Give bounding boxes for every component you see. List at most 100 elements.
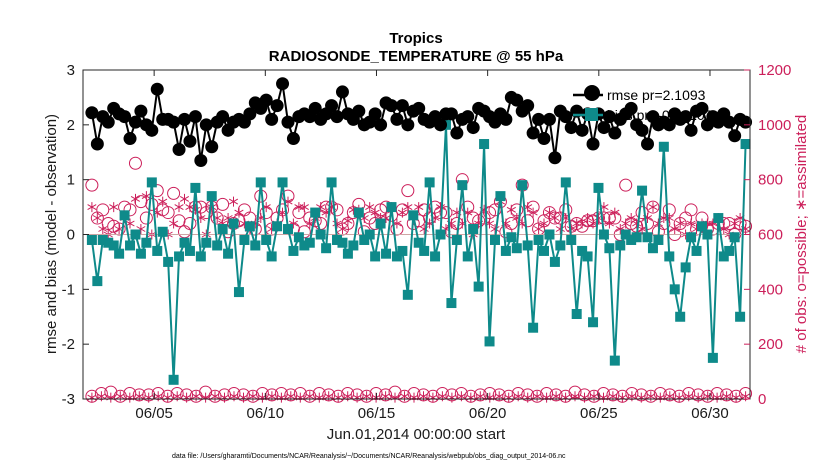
bias-marker xyxy=(468,224,479,235)
y-axis-left: -3 -2 -1 0 1 2 3 xyxy=(62,62,89,408)
bias-marker xyxy=(174,251,185,262)
bias-marker xyxy=(299,240,310,251)
bias-marker xyxy=(696,221,707,232)
obs-assimilated-marker xyxy=(533,224,544,234)
obs-baseline-assimilated-marker xyxy=(513,391,523,402)
y-tick-label: 1 xyxy=(67,172,75,189)
bias-marker xyxy=(713,213,724,224)
obs-assimilated-marker xyxy=(397,207,407,218)
obs-assimilated-marker xyxy=(332,218,342,229)
bias-marker xyxy=(386,202,397,213)
x-tick-label: 06/30 xyxy=(691,405,729,422)
obs-baseline-assimilated-marker xyxy=(456,391,466,402)
bias-marker xyxy=(195,251,206,262)
rmse-marker xyxy=(194,153,208,167)
bias-marker xyxy=(184,245,195,256)
rmse-marker xyxy=(177,112,191,126)
obs-baseline-assimilated-marker xyxy=(380,391,391,402)
obs-baseline-assimilated-marker xyxy=(608,391,618,402)
bias-marker xyxy=(342,248,353,259)
y-right-tick-label: 1200 xyxy=(758,62,791,79)
obs-baseline-possible-marker xyxy=(701,389,715,403)
bias-marker xyxy=(675,311,686,322)
rmse-marker xyxy=(286,132,300,146)
rmse-marker xyxy=(259,93,273,107)
rmse-marker xyxy=(641,137,655,151)
bias-marker xyxy=(114,248,125,259)
obs-possible-marker xyxy=(635,206,649,220)
rmse-marker xyxy=(123,132,137,146)
rmse-marker xyxy=(265,112,279,126)
obs-assimilated-marker xyxy=(621,218,631,229)
bias-marker xyxy=(86,234,97,245)
rmse-marker xyxy=(205,140,219,154)
obs-assimilated-marker xyxy=(670,224,680,234)
bias-marker xyxy=(691,245,702,256)
bias-marker xyxy=(609,355,620,366)
obs-baseline-possible-marker xyxy=(208,389,222,403)
rmse-marker xyxy=(150,82,164,96)
rmse-marker xyxy=(118,110,132,124)
bias-marker xyxy=(168,374,179,385)
bias-marker xyxy=(157,226,168,237)
bias-marker xyxy=(125,240,136,251)
bias-marker xyxy=(724,245,735,256)
obs-assimilated-marker xyxy=(299,202,309,213)
obs-possible-marker xyxy=(330,203,344,217)
bias-marker xyxy=(500,245,511,256)
bias-marker xyxy=(517,180,528,191)
obs-baseline-assimilated-marker xyxy=(703,391,713,402)
bias-marker xyxy=(506,232,517,243)
rmse-marker xyxy=(722,115,736,129)
bias-marker xyxy=(244,221,255,232)
rmse-marker xyxy=(728,129,742,143)
rmse-marker xyxy=(537,132,551,146)
bias-series xyxy=(86,119,751,385)
bias-marker xyxy=(321,243,332,254)
rmse-marker xyxy=(172,143,186,157)
obs-baseline-assimilated-marker xyxy=(210,391,220,402)
obs-baseline-assimilated-marker xyxy=(153,391,163,402)
rmse-marker xyxy=(276,77,290,91)
bias-marker xyxy=(381,248,392,259)
bias-marker xyxy=(217,224,228,235)
bias-marker xyxy=(647,243,658,254)
obs-assimilated-marker xyxy=(555,224,565,234)
y-axis-right-label: # of obs: o=possible; ∗=assimilated xyxy=(793,115,810,354)
bias-marker xyxy=(435,229,446,240)
bias-marker xyxy=(108,240,119,251)
bias-marker xyxy=(359,234,370,245)
obs-assimilated-marker xyxy=(92,213,102,223)
y-right-tick-label: 200 xyxy=(758,336,783,353)
legend-bias-label: bias pr=-0.20107 xyxy=(607,107,713,123)
rmse-marker xyxy=(199,118,213,132)
bias-marker xyxy=(577,245,588,256)
bias-marker xyxy=(212,240,223,251)
obs-baseline-assimilated-marker xyxy=(532,391,542,402)
obs-assimilated-marker xyxy=(730,218,740,229)
obs-possible-marker xyxy=(646,200,660,214)
bias-marker xyxy=(615,240,626,251)
rmse-marker xyxy=(499,112,513,126)
bias-marker xyxy=(637,185,648,196)
obs-possible-marker xyxy=(183,217,197,231)
y-axis-right: 0 200 400 600 800 1000 1200 xyxy=(744,62,791,408)
bias-marker xyxy=(408,210,419,221)
bias-marker xyxy=(702,229,713,240)
bias-marker xyxy=(141,237,152,248)
rmse-marker xyxy=(662,118,676,132)
obs-possible-marker xyxy=(548,211,562,225)
bias-marker xyxy=(288,245,299,256)
y-tick-label: -3 xyxy=(62,391,75,408)
rmse-marker xyxy=(167,115,181,129)
bias-marker xyxy=(201,237,212,248)
bias-marker xyxy=(424,177,435,188)
bias-marker xyxy=(462,251,473,262)
rmse-marker xyxy=(461,110,475,124)
obs-baseline-assimilated-marker xyxy=(589,391,599,402)
bias-marker xyxy=(686,232,697,243)
obs-baseline-assimilated-marker xyxy=(96,391,106,402)
bias-marker xyxy=(511,243,522,254)
obs-baseline-possible-marker xyxy=(113,389,127,403)
